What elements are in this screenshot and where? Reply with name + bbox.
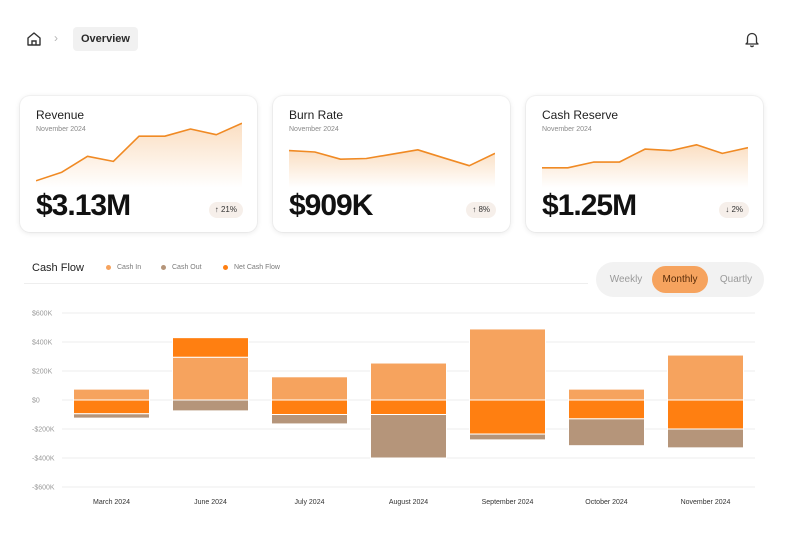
bar-net-cash-flow[interactable]	[172, 337, 249, 358]
bar-cash-in[interactable]	[172, 356, 249, 401]
bar-cash-out[interactable]	[667, 428, 744, 449]
kpi-card-burn-rate[interactable]: Burn Rate November 2024 $909K ↑ 8%	[273, 96, 510, 232]
sparkline-area	[542, 144, 748, 188]
top-bar: › Overview	[0, 0, 785, 78]
bar-cash-in[interactable]	[469, 328, 546, 401]
kpi-value: $909K	[289, 189, 373, 222]
kpi-value: $1.25M	[542, 189, 637, 222]
kpi-subtitle: November 2024	[542, 126, 592, 133]
bar-cash-out[interactable]	[469, 433, 546, 441]
legend-dot	[106, 265, 111, 270]
period-monthly-button[interactable]: Monthly	[652, 266, 708, 293]
y-tick-label: $0	[32, 398, 40, 405]
sparkline-line	[289, 148, 495, 167]
bar-cash-out[interactable]	[370, 414, 447, 459]
bar-cash-out[interactable]	[568, 418, 645, 447]
bar-cash-in[interactable]	[271, 376, 348, 401]
y-tick-label: -$600K	[32, 485, 55, 492]
kpi-title: Burn Rate	[289, 108, 344, 122]
bell-icon[interactable]	[743, 30, 761, 48]
change-value: 2%	[731, 205, 743, 214]
legend-item-cash-in[interactable]: Cash In	[106, 264, 141, 271]
sparkline-line	[542, 143, 748, 169]
x-tick-label: March 2024	[93, 499, 130, 506]
legend-dot	[161, 265, 166, 270]
sparkline-area	[289, 149, 495, 188]
bar-cash-in[interactable]	[568, 388, 645, 401]
change-value: 8%	[478, 205, 490, 214]
kpi-title: Cash Reserve	[542, 108, 619, 122]
x-tick-label: July 2024	[295, 499, 325, 506]
legend-label: Net Cash Flow	[234, 264, 280, 271]
sparkline-line	[36, 122, 242, 182]
bar-cash-out[interactable]	[172, 399, 249, 412]
legend-dot	[223, 265, 228, 270]
kpi-subtitle: November 2024	[289, 126, 339, 133]
bar-net-cash-flow[interactable]	[667, 399, 744, 430]
sparkline-area	[36, 123, 242, 188]
burn-rate-sparkline	[289, 148, 495, 188]
kpi-value: $3.13M	[36, 189, 131, 222]
revenue-sparkline	[36, 122, 242, 188]
x-tick-label: September 2024	[482, 499, 534, 506]
x-tick-label: June 2024	[194, 499, 227, 506]
chevron-right-icon: ›	[54, 31, 58, 45]
bar-cash-in[interactable]	[73, 388, 150, 401]
bar-net-cash-flow[interactable]	[568, 399, 645, 420]
y-tick-label: -$200K	[32, 427, 55, 434]
y-tick-label: $600K	[32, 311, 53, 318]
bar-net-cash-flow[interactable]	[271, 399, 348, 415]
x-tick-label: October 2024	[585, 499, 628, 506]
home-icon[interactable]	[25, 30, 43, 48]
bar-net-cash-flow[interactable]	[73, 399, 150, 415]
legend-label: Cash In	[117, 264, 142, 271]
kpi-card-revenue[interactable]: Revenue November 2024 $3.13M ↑ 21%	[20, 96, 257, 232]
arrow-down-icon: ↓	[725, 205, 730, 214]
section-divider	[24, 283, 588, 284]
bar-net-cash-flow[interactable]	[370, 399, 447, 415]
change-badge: ↑ 21%	[208, 202, 243, 218]
change-badge: ↓ 2%	[719, 202, 749, 218]
cash-reserve-sparkline	[542, 143, 748, 188]
x-tick-label: November 2024	[681, 499, 731, 506]
bar-net-cash-flow[interactable]	[469, 399, 546, 435]
y-tick-label: $400K	[32, 340, 53, 347]
y-tick-label: -$400K	[32, 456, 55, 463]
arrow-up-icon: ↑	[214, 205, 219, 214]
bar-cash-in[interactable]	[370, 362, 447, 401]
bar-cash-in[interactable]	[667, 354, 744, 401]
cash-flow-title: Cash Flow	[32, 262, 84, 274]
bar-cash-out[interactable]	[73, 413, 150, 419]
y-tick-label: $200K	[32, 369, 53, 376]
cash-flow-chart: $600K $400K $200K $0 -$200K -$400K -$600K March…	[32, 311, 755, 506]
arrow-up-icon: ↑	[472, 205, 477, 214]
change-badge: ↑ 8%	[466, 202, 496, 218]
change-value: 21%	[220, 205, 237, 214]
legend-item-net-cash-flow[interactable]: Net Cash Flow	[223, 264, 280, 271]
period-toggle: Weekly Monthly Quartly	[596, 262, 764, 297]
legend-item-cash-out[interactable]: Cash Out	[161, 264, 202, 271]
period-weekly-button[interactable]: Weekly	[609, 274, 643, 285]
x-tick-label: August 2024	[389, 499, 428, 506]
period-quartly-button[interactable]: Quartly	[719, 274, 753, 285]
kpi-title: Revenue	[36, 108, 85, 122]
kpi-card-cash-reserve[interactable]: Cash Reserve November 2024 $1.25M ↓ 2%	[526, 96, 763, 232]
breadcrumb-current[interactable]: Overview	[73, 27, 138, 51]
legend-label: Cash Out	[172, 264, 202, 271]
bar-cash-out[interactable]	[271, 414, 348, 425]
kpi-subtitle: November 2024	[36, 126, 86, 133]
